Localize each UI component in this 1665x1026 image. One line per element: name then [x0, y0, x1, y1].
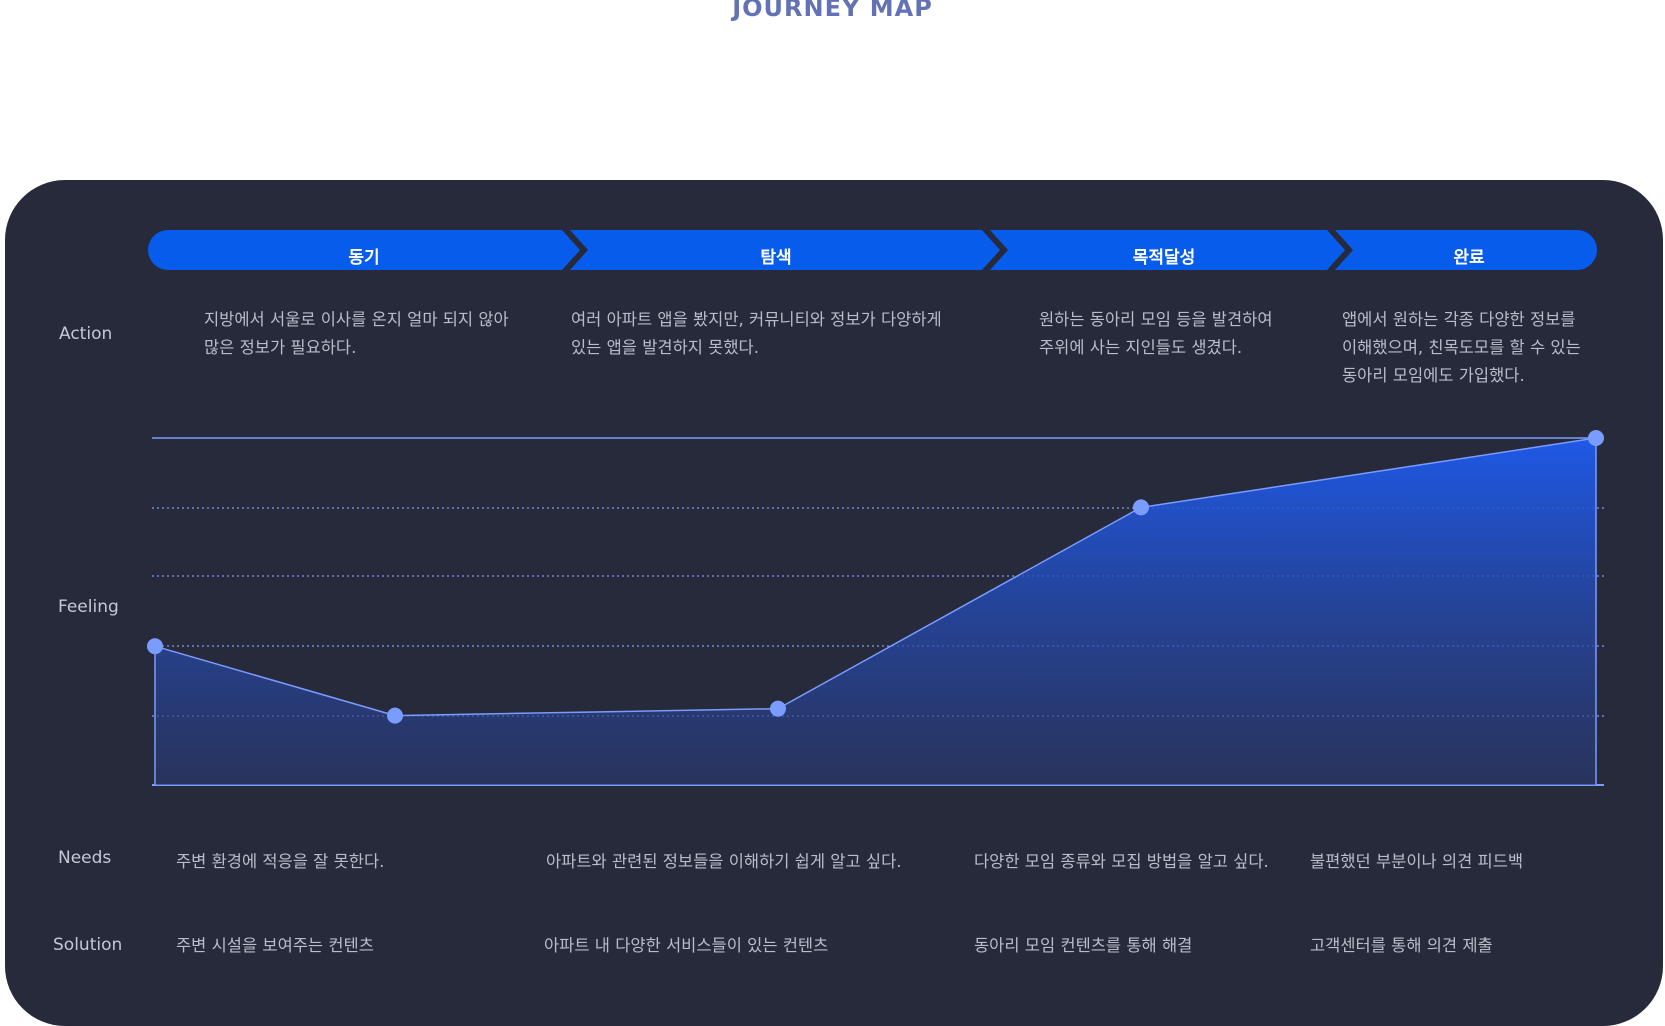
- feeling-area: [155, 438, 1596, 785]
- needs-text-1: 주변 환경에 적응을 잘 못한다.: [176, 852, 385, 871]
- feeling-point-5: [1588, 430, 1604, 446]
- solution-text-2: 아파트 내 다양한 서비스들이 있는 컨텐츠: [544, 936, 829, 955]
- feeling-point-1: [147, 638, 163, 655]
- action-text-1: 지방에서 서울로 이사를 온지 얼마 되지 않아 많은 정보가 필요하다.: [204, 310, 509, 357]
- stage-label-motivation: 동기: [348, 248, 380, 268]
- feeling-point-3: [770, 700, 786, 717]
- feeling-point-4: [1133, 499, 1149, 516]
- stage-bar-4: [1335, 230, 1597, 270]
- row-label-action: Action: [59, 324, 113, 344]
- solution-text-4: 고객센터를 통해 의견 제출: [1310, 936, 1493, 955]
- stage-label-exploration: 탐색: [760, 248, 792, 268]
- stage-bar-3: [990, 230, 1345, 270]
- stage-bar-2: [570, 230, 1000, 270]
- stage-label-complete: 완료: [1453, 248, 1485, 268]
- solution-text-3: 동아리 모임 컨텐츠를 통해 해결: [974, 936, 1193, 955]
- needs-text-3: 다양한 모임 종류와 모집 방법을 알고 싶다.: [974, 852, 1269, 871]
- action-text-4: 앱에서 원하는 각종 다양한 정보를 이해했으며, 친목도모를 할 수 있는 동…: [1342, 310, 1581, 385]
- stage-bar-1: [148, 230, 580, 270]
- row-label-feeling: Feeling: [58, 597, 119, 617]
- action-text-2: 여러 아파트 앱을 봤지만, 커뮤니티와 정보가 다양하게 있는 앱을 발견하지…: [571, 310, 942, 357]
- row-label-needs: Needs: [58, 848, 112, 868]
- stage-label-goal: 목적달성: [1132, 248, 1196, 268]
- row-label-solution: Solution: [53, 935, 123, 955]
- needs-text-2: 아파트와 관련된 정보들을 이해하기 쉽게 알고 싶다.: [546, 852, 902, 871]
- solution-text-1: 주변 시설을 보여주는 컨텐츠: [176, 936, 374, 955]
- page-title: JOURNEY MAP: [732, 0, 933, 22]
- feeling-point-2: [387, 707, 403, 724]
- action-text-3: 원하는 동아리 모임 등을 발견하여 주위에 사는 지인들도 생겼다.: [1039, 310, 1273, 357]
- feeling-chart: [147, 430, 1604, 785]
- needs-text-4: 불편했던 부분이나 의견 피드백: [1310, 852, 1524, 871]
